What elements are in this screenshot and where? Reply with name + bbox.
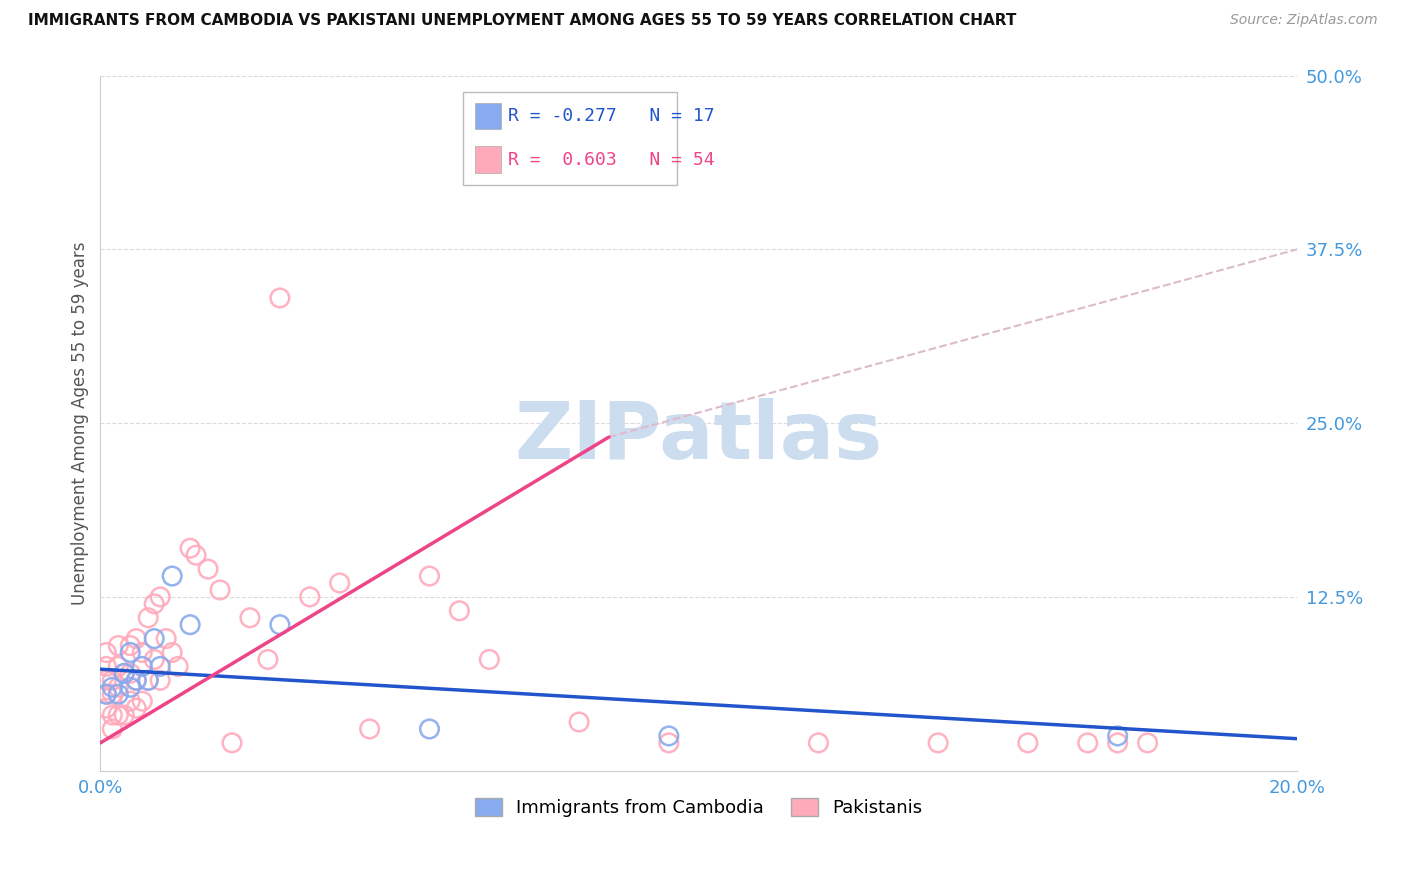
Point xyxy=(120,639,142,653)
Point xyxy=(125,673,148,688)
Point xyxy=(1107,736,1129,750)
Point xyxy=(167,659,190,673)
Legend: Immigrants from Cambodia, Pakistanis: Immigrants from Cambodia, Pakistanis xyxy=(468,790,929,824)
Point xyxy=(221,736,243,750)
Point xyxy=(112,708,135,723)
Point xyxy=(125,701,148,715)
Point xyxy=(807,736,830,750)
Point xyxy=(1107,729,1129,743)
Text: ZIPatlas: ZIPatlas xyxy=(515,398,883,476)
Point xyxy=(143,597,166,611)
Point xyxy=(101,680,124,694)
Point xyxy=(107,687,129,701)
Point xyxy=(257,652,280,666)
Point xyxy=(101,687,124,701)
Point xyxy=(239,611,262,625)
Point xyxy=(143,632,166,646)
Point xyxy=(359,722,381,736)
Point xyxy=(155,632,177,646)
Point xyxy=(96,687,118,701)
Point xyxy=(1136,736,1159,750)
Point xyxy=(107,680,129,694)
Point xyxy=(101,708,124,723)
Point xyxy=(269,291,291,305)
Y-axis label: Unemployment Among Ages 55 to 59 years: Unemployment Among Ages 55 to 59 years xyxy=(72,242,89,605)
Point xyxy=(101,722,124,736)
Point xyxy=(418,722,440,736)
Text: IMMIGRANTS FROM CAMBODIA VS PAKISTANI UNEMPLOYMENT AMONG AGES 55 TO 59 YEARS COR: IMMIGRANTS FROM CAMBODIA VS PAKISTANI UN… xyxy=(28,13,1017,29)
Point xyxy=(149,590,172,604)
Point xyxy=(478,652,501,666)
Point xyxy=(136,673,159,688)
Point xyxy=(96,701,118,715)
Point xyxy=(449,604,471,618)
Point xyxy=(96,646,118,660)
Point xyxy=(1077,736,1099,750)
Point xyxy=(136,673,159,688)
Point xyxy=(96,659,118,673)
Point xyxy=(1017,736,1039,750)
Point xyxy=(125,632,148,646)
Point xyxy=(112,666,135,681)
Point xyxy=(149,673,172,688)
Bar xyxy=(475,146,502,173)
Bar xyxy=(475,103,502,129)
Point xyxy=(107,708,129,723)
Point xyxy=(160,569,183,583)
Point xyxy=(658,736,681,750)
Point xyxy=(197,562,219,576)
Point xyxy=(143,652,166,666)
Text: Source: ZipAtlas.com: Source: ZipAtlas.com xyxy=(1230,13,1378,28)
Point xyxy=(107,659,129,673)
Point xyxy=(329,576,352,591)
Point xyxy=(179,617,201,632)
Point xyxy=(120,680,142,694)
Point xyxy=(418,569,440,583)
Point xyxy=(269,617,291,632)
Point xyxy=(136,611,159,625)
Point xyxy=(298,590,321,604)
Point xyxy=(160,646,183,660)
Point xyxy=(131,659,153,673)
Point xyxy=(927,736,949,750)
Point xyxy=(120,646,142,660)
Point xyxy=(658,729,681,743)
Point xyxy=(96,687,118,701)
Point xyxy=(184,548,207,562)
Point xyxy=(96,673,118,688)
FancyBboxPatch shape xyxy=(463,92,678,185)
Point xyxy=(120,666,142,681)
Text: R = -0.277   N = 17: R = -0.277 N = 17 xyxy=(509,107,716,125)
Point xyxy=(112,666,135,681)
Point xyxy=(208,582,231,597)
Text: R =  0.603   N = 54: R = 0.603 N = 54 xyxy=(509,151,716,169)
Point xyxy=(131,646,153,660)
Point xyxy=(120,694,142,708)
Point xyxy=(149,659,172,673)
Point xyxy=(179,541,201,556)
Point xyxy=(125,673,148,688)
Point xyxy=(101,673,124,688)
Point xyxy=(131,694,153,708)
Point xyxy=(568,714,591,729)
Point xyxy=(107,639,129,653)
